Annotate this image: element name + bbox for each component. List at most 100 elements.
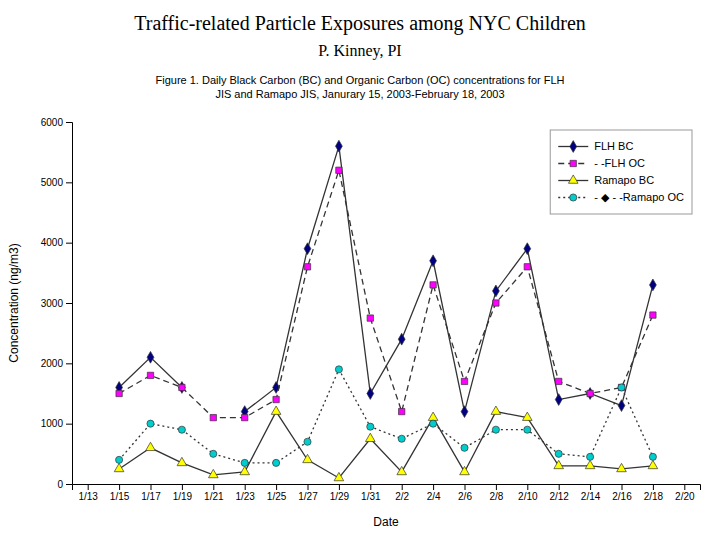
point <box>618 384 624 390</box>
point <box>147 351 154 363</box>
tick-label: 2/2 <box>395 491 409 502</box>
tick-label: 1000 <box>41 418 64 429</box>
legend-label: - -FLH OC <box>594 157 645 169</box>
point <box>179 382 186 394</box>
point <box>208 469 218 477</box>
point <box>524 243 531 255</box>
x-tick: 2/8 <box>489 484 503 502</box>
point <box>650 279 657 291</box>
point <box>554 460 564 468</box>
point <box>556 378 562 384</box>
tick-mark <box>308 484 309 490</box>
x-tick: 2/2 <box>395 484 409 502</box>
point <box>649 453 656 460</box>
x-tick: 1/19 <box>173 484 193 502</box>
x-tick: 1/21 <box>204 484 224 502</box>
point <box>522 412 532 420</box>
x-tick: 1/17 <box>141 484 161 502</box>
tick-mark <box>433 484 434 490</box>
tick-mark <box>496 484 497 490</box>
tick-mark <box>590 484 591 490</box>
point <box>493 285 500 297</box>
point <box>650 312 656 318</box>
y-tick: 5000 <box>41 177 72 188</box>
legend-box <box>550 130 692 214</box>
series <box>116 140 657 417</box>
tick-mark <box>622 484 623 490</box>
point <box>617 463 627 471</box>
legend-marker <box>570 141 577 153</box>
tick-label: 1/23 <box>235 491 255 502</box>
point <box>273 396 279 402</box>
tick-label: 2000 <box>41 358 64 369</box>
tick-label: 1/15 <box>110 491 130 502</box>
legend-label: - ◆ - -Ramapo OC <box>594 191 684 203</box>
point <box>241 459 248 466</box>
x-tick: 2/12 <box>549 484 569 502</box>
tick-label: 2/6 <box>458 491 472 502</box>
legend-label: FLH BC <box>594 140 633 152</box>
y-tick: 3000 <box>41 298 72 309</box>
point <box>365 433 375 441</box>
point <box>524 264 530 270</box>
point <box>114 463 124 471</box>
axis-line <box>73 485 701 491</box>
x-tick: 1/23 <box>235 484 255 502</box>
point <box>430 255 437 267</box>
tick-label: 1/19 <box>173 491 193 502</box>
point <box>303 454 313 462</box>
tick-label: 2/4 <box>427 491 441 502</box>
y-tick: 4000 <box>41 237 72 248</box>
point <box>555 450 562 457</box>
tick-label: 4000 <box>41 237 64 248</box>
point <box>587 453 594 460</box>
tick-mark <box>339 484 340 490</box>
point <box>273 459 280 466</box>
y-tick: 0 <box>57 479 72 490</box>
tick-mark <box>213 484 214 490</box>
point <box>618 384 625 391</box>
tick-label: 2/18 <box>644 491 664 502</box>
point <box>177 457 187 465</box>
tick-mark <box>684 484 685 490</box>
tick-label: 2/12 <box>549 491 569 502</box>
point <box>648 460 658 468</box>
subtitle: P. Kinney, PI <box>318 42 401 60</box>
point <box>555 394 562 406</box>
point <box>430 420 437 427</box>
tick-mark <box>370 484 371 490</box>
series-line <box>119 369 653 463</box>
y-tick: 6000 <box>41 117 72 128</box>
series <box>114 406 657 481</box>
point <box>587 390 593 396</box>
title: Traffic-related Particle Exposures among… <box>134 12 586 35</box>
tick-mark <box>66 122 72 123</box>
point <box>461 406 468 418</box>
x-tick: 1/13 <box>78 484 98 502</box>
x-tick: 1/29 <box>330 484 350 502</box>
point <box>587 388 594 400</box>
point <box>210 414 216 420</box>
point <box>460 466 470 474</box>
x-tick: 2/4 <box>427 484 441 502</box>
point <box>492 426 499 433</box>
point <box>210 450 217 457</box>
x-axis-title: Date <box>373 515 399 529</box>
y-tick: 1000 <box>41 418 72 429</box>
legend-item: Ramapo BC <box>558 174 654 186</box>
point <box>146 442 156 450</box>
point <box>242 414 248 420</box>
point <box>491 406 501 414</box>
x-tick: 2/18 <box>644 484 664 502</box>
x-tick: 1/25 <box>267 484 287 502</box>
point <box>271 406 281 414</box>
point <box>618 400 625 412</box>
tick-label: 6000 <box>41 117 64 128</box>
point <box>336 167 342 173</box>
point <box>461 378 467 384</box>
legend-marker <box>568 175 578 183</box>
tick-mark <box>465 484 466 490</box>
tick-label: 1/27 <box>298 491 318 502</box>
x-tick: 1/15 <box>110 484 130 502</box>
tick-label: 1/29 <box>330 491 350 502</box>
